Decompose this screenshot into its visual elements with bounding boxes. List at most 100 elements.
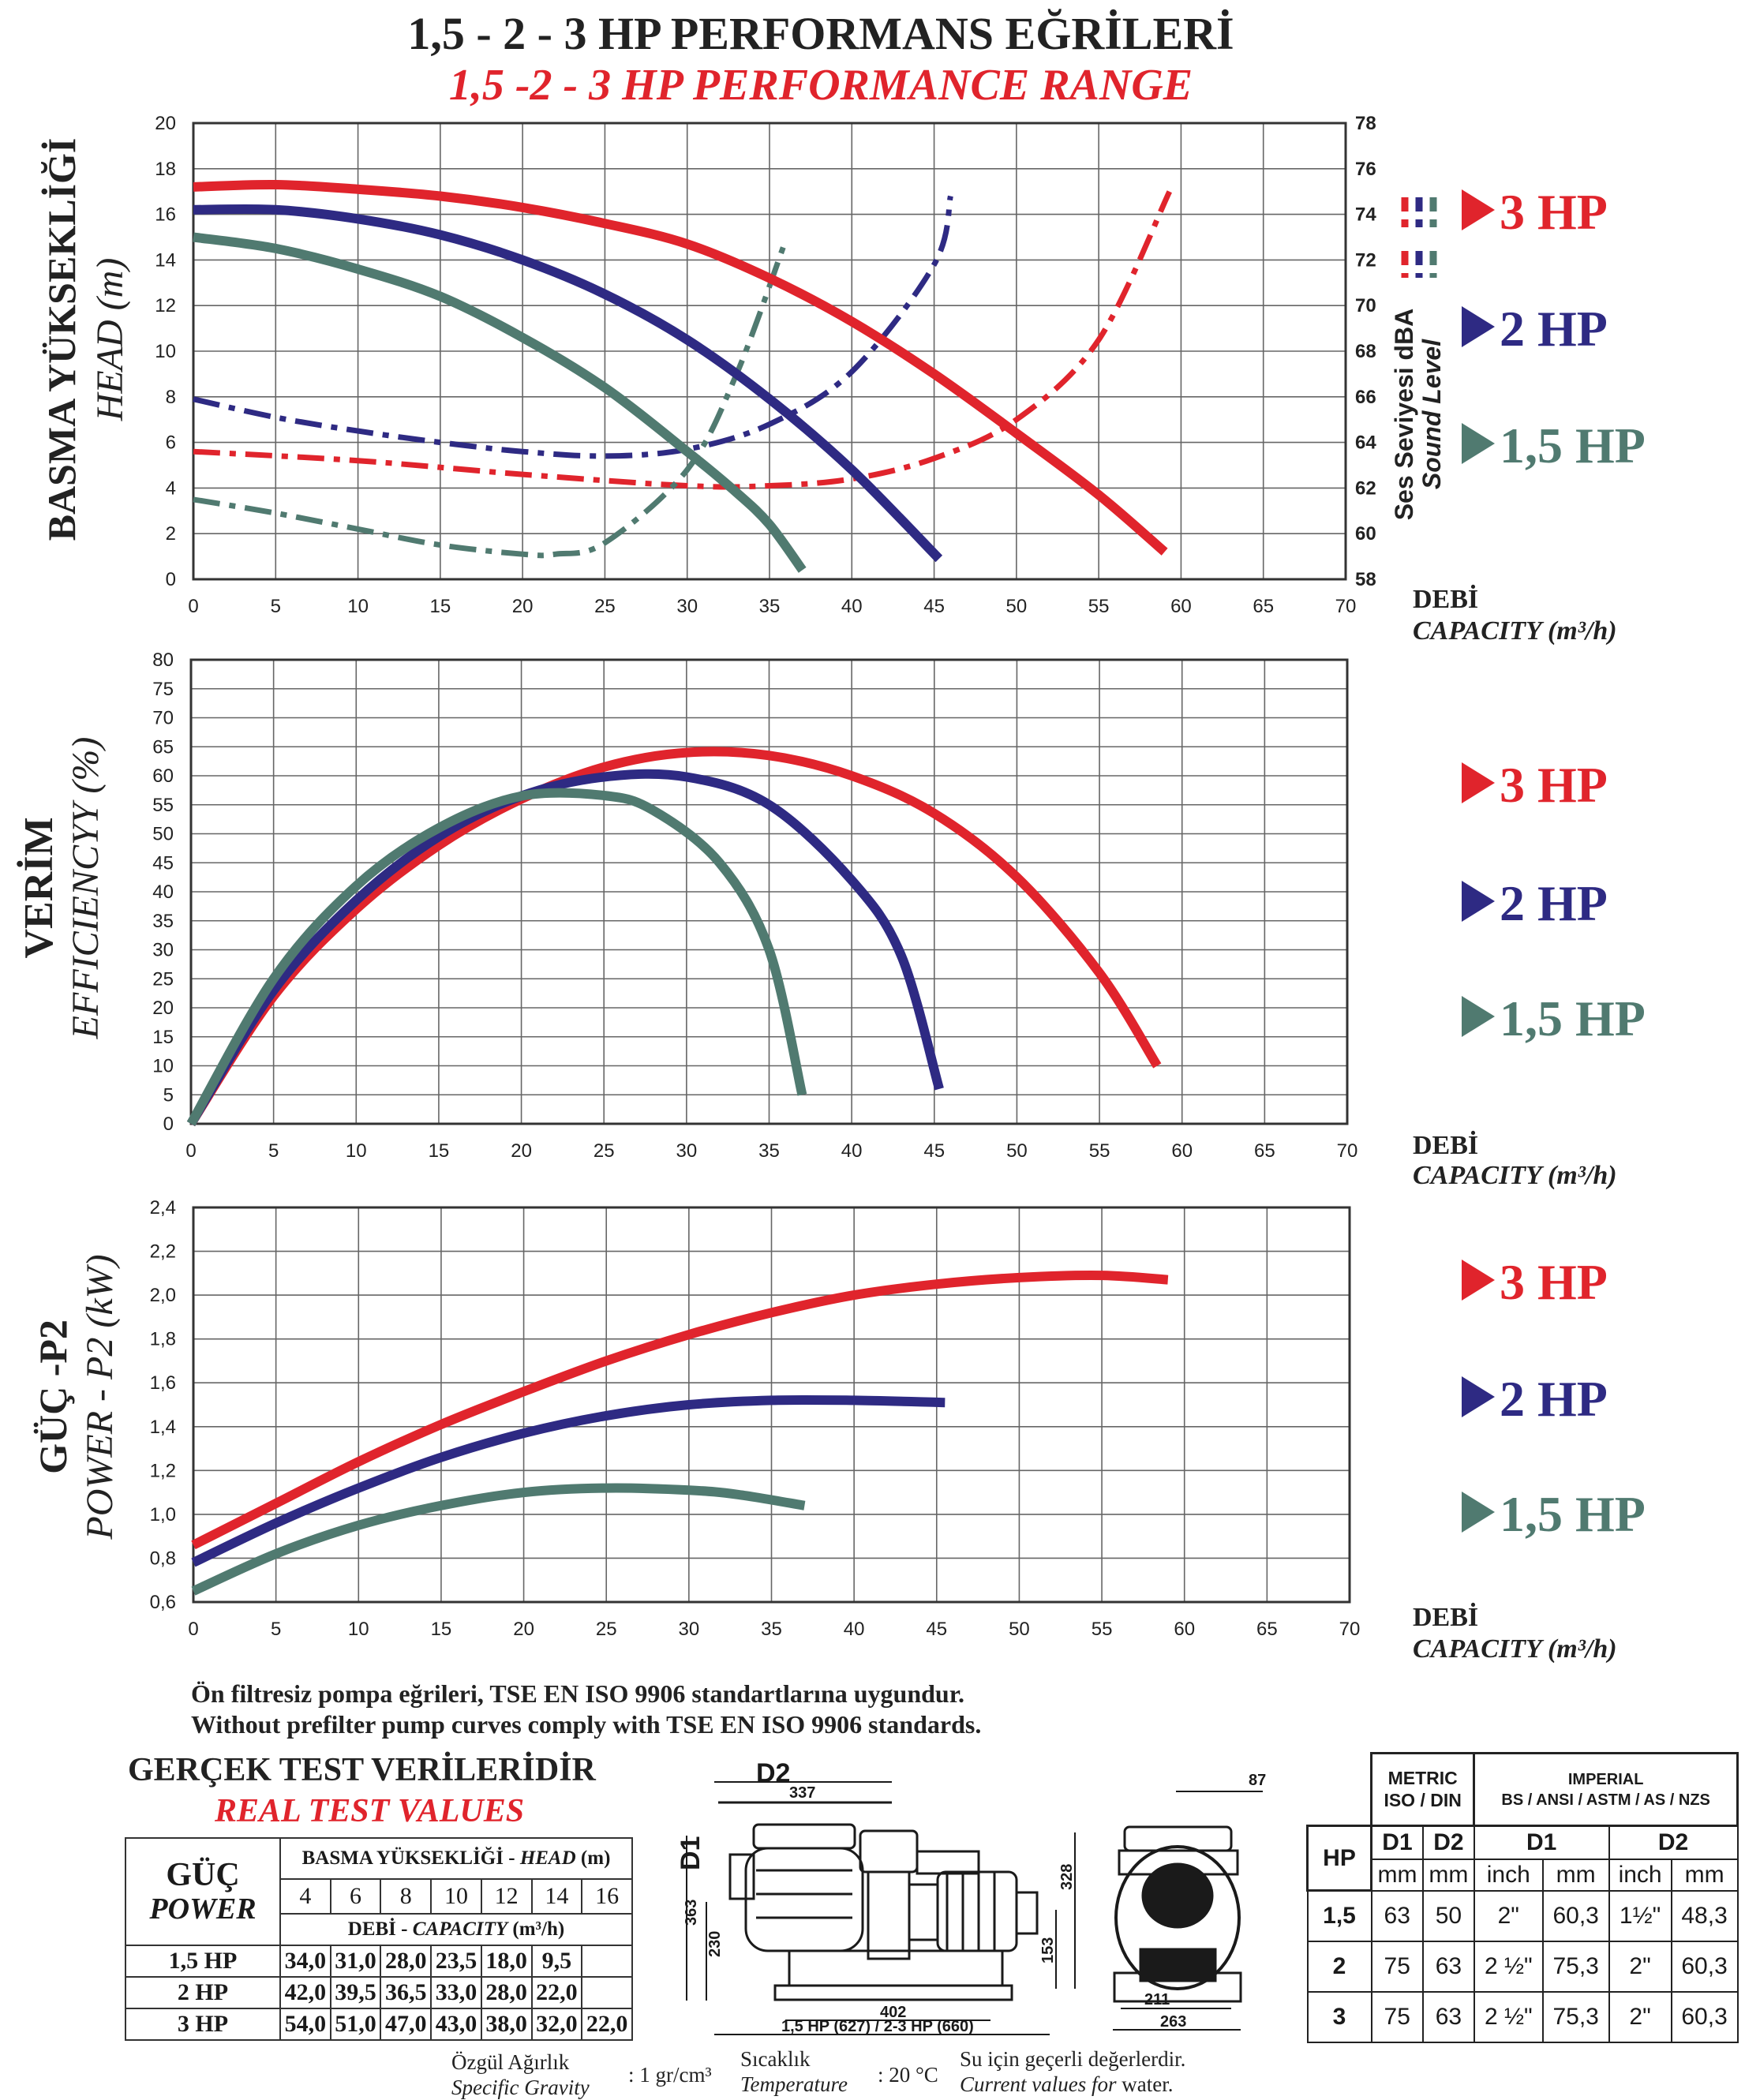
dim-402: 402 [880,2004,906,2021]
x-tick-label: 35 [759,596,781,617]
x-tick-label: 70 [1337,1140,1358,1162]
cell: 42,0 [279,1976,331,2009]
y2-tick-label: 62 [1355,477,1376,499]
y2-tick-label: 78 [1355,113,1376,134]
head-xlabel-en: CAPACITY (m³/h) [1413,616,1617,646]
title-en: 1,5 -2 - 3 HP PERFORMANCE RANGE [449,61,1193,110]
y-tick-label: 30 [152,940,174,961]
cell: 60,3 [1670,1990,1739,2043]
y2-tick-label: 60 [1355,523,1376,545]
head-header-tr: BASMA YÜKSEKLİĞİ - [301,1847,520,1869]
y-tick-label: 20 [152,998,174,1019]
head-ylabel-en: HEAD (m) [89,258,131,422]
head-col: 10 [430,1878,482,1915]
y2-tick-label: 72 [1355,249,1376,271]
d2-imperial-header: D2 [1608,1825,1739,1860]
y-tick-label: 80 [152,649,174,671]
capacity-header: DEBİ - CAPACITY (m³/h) [279,1913,633,1946]
legend-2hp-triangle-icon [1462,306,1495,347]
legend-3hp-label: 3 HP [1500,184,1608,240]
legend-2hp-label: 2 HP [1500,1371,1608,1427]
y-tick-label: 5 [163,1084,174,1106]
x-tick-label: 30 [679,1619,700,1640]
x-tick-label: 65 [1253,596,1274,617]
footer-water-en: Current values for water. [960,2072,1173,2096]
cell: 47,0 [380,2008,433,2041]
y-tick-label: 16 [155,204,176,226]
power-header-tr: GÜÇ [166,1857,240,1893]
cell: 18,0 [480,1945,533,1978]
cell: 50 [1421,1889,1475,1942]
cell: 33,0 [430,1976,482,2009]
plot-frame [189,658,1349,1125]
x-tick-label: 5 [271,596,281,617]
y2-tick-label: 66 [1355,387,1376,408]
head-col: 16 [581,1878,633,1915]
eff-xlabel-tr: DEBİ [1413,1130,1478,1160]
x-tick-label: 45 [923,596,945,617]
y2-tick-label: 68 [1355,341,1376,362]
cell: 39,5 [329,1976,382,2009]
series-15hp [193,232,807,573]
y-tick-label: 35 [152,911,174,932]
y2-tick-label: 58 [1355,569,1376,590]
footer-temp-tr: Sıcaklık [740,2047,811,2071]
x-tick-label: 60 [1171,1140,1193,1162]
x-tick-label: 35 [761,1619,782,1640]
legend-2hp-triangle-icon [1462,881,1495,922]
capacity-header-tr: DEBİ - [347,1918,413,1940]
x-tick-label: 10 [347,596,369,617]
series-3hp [193,179,1168,556]
legend-2hp-label: 2 HP [1500,875,1608,931]
cell: 28,0 [480,1976,533,2009]
row-hp: 1,5 HP [125,1945,281,1978]
footer-water-tr: Su için geçerli değerlerdir. [960,2047,1185,2071]
sound-series-3hp [193,190,1172,490]
y-tick-label: 10 [152,1056,174,1077]
metric-title: METRIC [1387,1767,1458,1788]
cell: 2" [1608,1940,1672,1993]
connection-dimension-table: METRIC ISO / DIN IMPERIAL BS / ANSI / AS… [1306,1752,1739,2043]
pump-drawing: D2 D1 337 363 230 328 153 402 1,5 HP (62… [676,1758,1266,2035]
head-header-unit: (m) [575,1847,611,1869]
x-tick-label: 55 [1089,1140,1110,1162]
pow-xlabel-en: CAPACITY (m³/h) [1413,1634,1617,1664]
cell: 9,5 [530,1945,583,1978]
pow-xlabel-tr: DEBİ [1413,1602,1478,1632]
legend-2hp-triangle-icon [1462,1376,1495,1417]
power-chart: 0 5 10 15 20 25 30 35 40 45 50 55 60 65 70 0,6 0,8 1,0 1,2… [150,1197,1361,1640]
cell: 63 [1421,1940,1475,1993]
imperial-header: IMPERIAL BS / ANSI / ASTM / AS / NZS [1473,1752,1739,1827]
series-2hp [186,769,944,1127]
row-hp: 1,5 [1306,1889,1372,1942]
note-tr: Ön filtresiz pompa eğrileri, TSE EN ISO … [191,1679,964,1708]
x-tick-label: 50 [1006,1140,1028,1162]
y-tick-label: 0,8 [150,1548,176,1569]
unit-inch: inch [1608,1858,1672,1892]
head-header: BASMA YÜKSEKLİĞİ - HEAD (m) [279,1837,633,1880]
cell: 22,0 [581,2008,633,2041]
x-tick-label: 30 [676,1140,698,1162]
footer: Özgül Ağırlık Specific Gravity : 1 gr/cm… [451,2047,1185,2099]
x-tick-label: 20 [513,1619,534,1640]
footer-gravity-en: Specific Gravity [451,2076,590,2099]
y-tick-label: 25 [152,968,174,990]
cell: 2" [1473,1889,1544,1942]
head-xlabel-tr: DEBİ [1413,584,1478,614]
row-hp: 3 HP [125,2008,281,2041]
cell: 23,5 [430,1945,482,1978]
cell [581,1976,633,2009]
x-tick-label: 60 [1170,596,1192,617]
series-3hp [186,747,1162,1127]
head-y2label-en: Sound Level [1417,339,1446,489]
cell: 75 [1370,1990,1424,2043]
y-tick-label: 18 [155,159,176,180]
y-tick-label: 60 [152,766,174,787]
d2-metric-header: D2 [1421,1825,1475,1860]
grid [193,1207,1350,1602]
x-tick-label: 30 [676,596,698,617]
dim-length: 1,5 HP (627) / 2-3 HP (660) [781,2018,974,2035]
y-tick-label: 65 [152,736,174,758]
y-tick-label: 2 [166,523,176,545]
